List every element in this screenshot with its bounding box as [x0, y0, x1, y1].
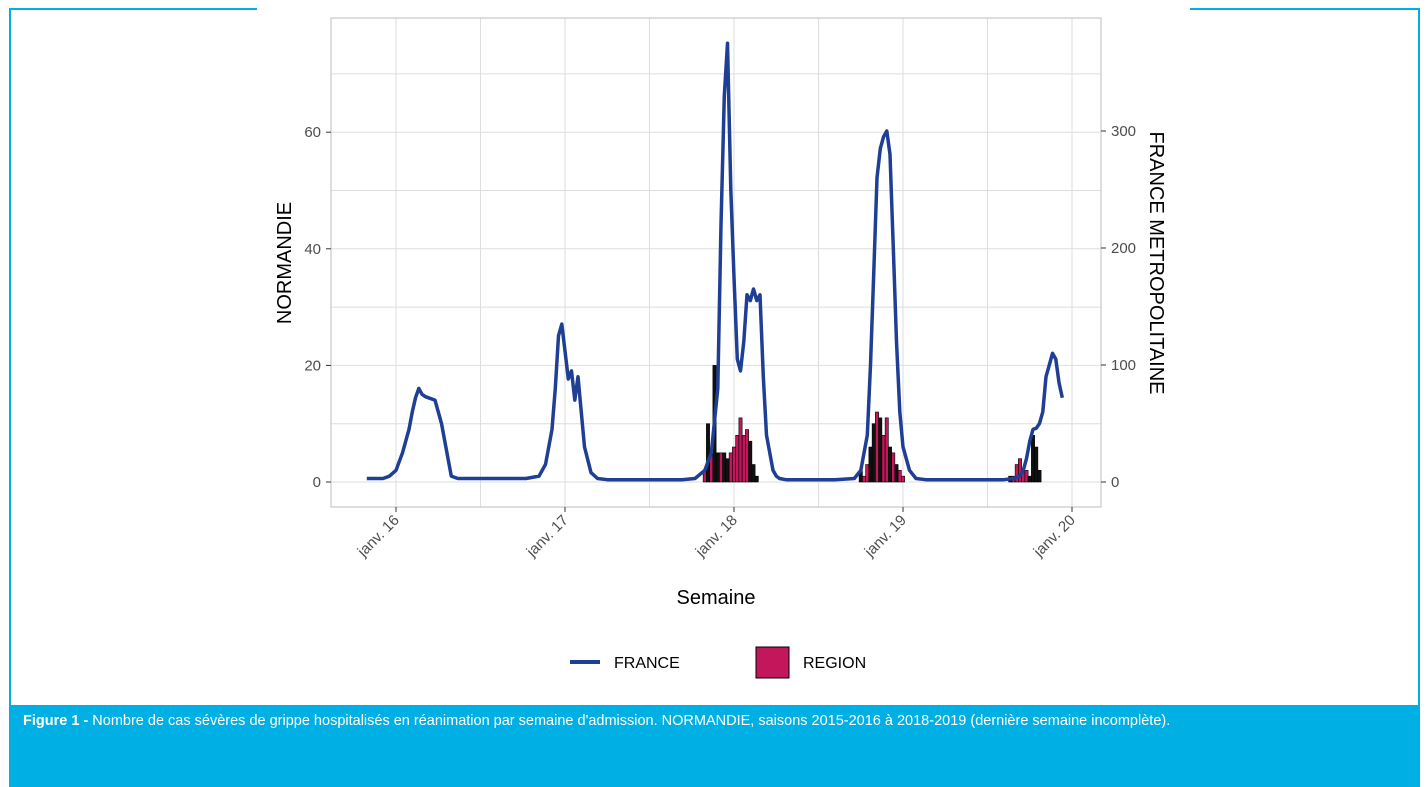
x-tick-label: janv. 18 — [692, 512, 741, 561]
y-left-axis-title: NORMANDIE — [274, 202, 296, 324]
panel-border — [330, 17, 1102, 508]
region-bar — [741, 435, 746, 483]
figure-caption: Figure 1 - Nombre de cas sévères de grip… — [9, 705, 1420, 787]
y-left-tick-label: 60 — [304, 124, 321, 141]
region-bar — [891, 452, 896, 483]
region-bar — [1024, 470, 1029, 483]
region-bar — [875, 411, 879, 483]
region-bar — [754, 475, 759, 483]
region-bar — [738, 417, 743, 483]
region-bar — [862, 475, 866, 483]
y-right-tick-label: 0 — [1111, 474, 1119, 491]
y-right-tick-label: 300 — [1111, 123, 1136, 140]
region-bar — [745, 429, 749, 483]
region-bar — [715, 452, 720, 483]
left-axis: 0 20 40 60 — [304, 124, 331, 491]
region-bar — [748, 440, 753, 483]
x-axis-title: Semaine — [677, 587, 756, 609]
region-bar — [884, 417, 889, 483]
frame-top-border-left — [9, 8, 257, 10]
france-line — [366, 41, 1065, 482]
y-left-tick-label: 20 — [304, 357, 321, 374]
region-bar — [1027, 475, 1032, 483]
x-tick-label: janv. 20 — [1030, 512, 1079, 561]
caption-text: Nombre de cas sévères de grippe hospital… — [88, 713, 1171, 729]
frame-left-border — [9, 8, 11, 705]
region-bar — [1037, 470, 1042, 483]
legend-region-swatch — [755, 646, 790, 679]
legend: FRANCE REGION — [570, 646, 866, 679]
y-left-tick-label: 0 — [313, 474, 321, 491]
y-right-tick-label: 200 — [1111, 240, 1136, 257]
right-axis: 0 100 200 300 — [1101, 123, 1136, 491]
region-bar — [897, 470, 902, 483]
region-bar — [725, 458, 730, 483]
region-bar — [871, 423, 876, 483]
y-left-tick-label: 40 — [304, 241, 321, 258]
caption-prefix: Figure 1 - — [23, 713, 89, 729]
region-bar — [722, 452, 727, 483]
region-bar — [881, 435, 886, 483]
frame-top-border-right — [1190, 8, 1420, 10]
region-bar — [735, 435, 740, 483]
region-bar — [894, 464, 899, 483]
region-bar — [728, 452, 733, 483]
region-bar — [719, 452, 723, 483]
frame-right-border — [1418, 8, 1420, 705]
legend-region-label: REGION — [803, 655, 866, 672]
region-bar — [732, 446, 736, 483]
region-bar — [1031, 435, 1035, 483]
x-tick-label: janv. 16 — [354, 512, 403, 561]
region-bar — [878, 417, 883, 483]
y-right-tick-label: 100 — [1111, 357, 1136, 374]
region-bar — [901, 475, 905, 483]
region-bar — [751, 464, 756, 483]
x-tick-label: janv. 17 — [523, 512, 572, 561]
region-bar — [1034, 446, 1039, 483]
region-bar — [868, 446, 873, 483]
x-tick-label: janv. 19 — [861, 512, 910, 561]
legend-france-label: FRANCE — [614, 655, 680, 672]
y-right-axis-title: FRANCE METROPOLITAINE — [1145, 132, 1167, 395]
region-bar — [706, 423, 710, 483]
region-bar — [1018, 458, 1022, 483]
x-axis: janv. 16 janv. 17 janv. 18 janv. 19 janv. 20 — [354, 507, 1079, 561]
france-line-group — [366, 41, 1065, 482]
region-bar — [865, 464, 870, 483]
region-bar — [888, 446, 892, 483]
